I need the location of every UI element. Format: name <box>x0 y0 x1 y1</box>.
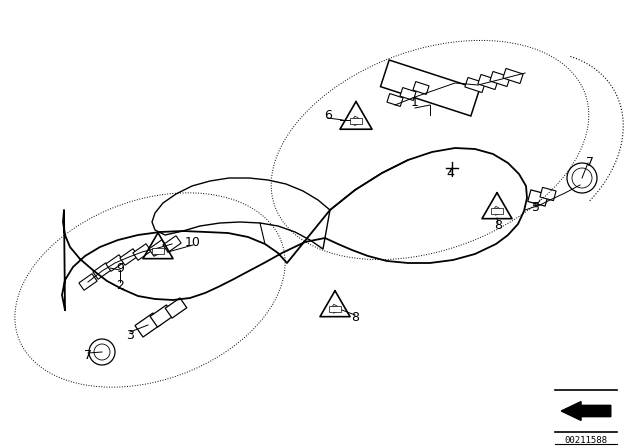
Bar <box>349 118 362 124</box>
Polygon shape <box>561 401 611 421</box>
Polygon shape <box>381 60 479 116</box>
Polygon shape <box>165 298 187 318</box>
Polygon shape <box>93 263 111 279</box>
Polygon shape <box>106 255 124 271</box>
Polygon shape <box>133 244 151 260</box>
Circle shape <box>89 339 115 365</box>
Polygon shape <box>120 249 138 265</box>
Text: 3: 3 <box>126 328 134 341</box>
Polygon shape <box>79 274 97 290</box>
Bar <box>329 306 341 312</box>
Polygon shape <box>465 78 485 93</box>
Text: 5: 5 <box>532 201 540 214</box>
Text: 9: 9 <box>116 262 124 275</box>
Text: 7: 7 <box>586 155 594 168</box>
Polygon shape <box>413 82 429 95</box>
Circle shape <box>567 163 597 193</box>
Polygon shape <box>528 190 548 206</box>
Polygon shape <box>135 313 161 337</box>
Bar <box>491 208 503 214</box>
Polygon shape <box>478 74 498 90</box>
Polygon shape <box>400 87 416 100</box>
Polygon shape <box>490 72 510 86</box>
Bar <box>152 248 164 254</box>
Circle shape <box>572 168 592 188</box>
Text: 8: 8 <box>494 219 502 232</box>
Text: 4: 4 <box>446 167 454 180</box>
Polygon shape <box>163 236 181 252</box>
Text: 8: 8 <box>351 310 359 323</box>
Text: 00211588: 00211588 <box>564 435 607 444</box>
Polygon shape <box>387 94 403 107</box>
Text: 2: 2 <box>116 279 124 292</box>
Text: 7: 7 <box>84 349 92 362</box>
Circle shape <box>94 344 110 360</box>
Text: 10: 10 <box>185 236 201 249</box>
Text: 1: 1 <box>411 95 419 108</box>
Polygon shape <box>540 187 556 201</box>
Polygon shape <box>503 69 523 83</box>
Text: 6: 6 <box>324 108 332 121</box>
Polygon shape <box>149 240 167 256</box>
Polygon shape <box>150 305 174 327</box>
